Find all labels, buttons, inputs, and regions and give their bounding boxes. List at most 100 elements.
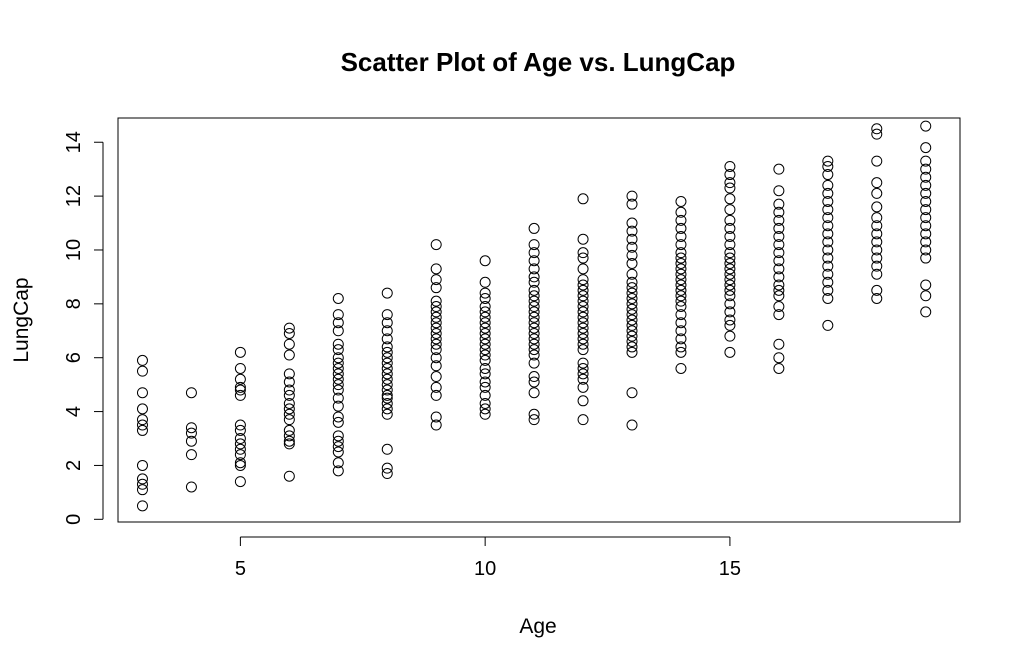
data-point bbox=[528, 349, 540, 361]
data-point bbox=[675, 333, 687, 345]
data-point bbox=[528, 290, 540, 302]
data-point bbox=[136, 419, 148, 431]
data-point bbox=[528, 387, 540, 399]
data-point bbox=[332, 400, 344, 412]
data-point bbox=[479, 403, 491, 415]
data-point bbox=[626, 249, 638, 261]
data-point bbox=[283, 470, 295, 482]
data-point bbox=[773, 231, 785, 243]
data-point bbox=[675, 274, 687, 286]
data-point bbox=[577, 252, 589, 264]
data-point bbox=[528, 317, 540, 329]
data-point bbox=[234, 449, 246, 461]
data-point bbox=[871, 155, 883, 167]
data-point bbox=[920, 163, 932, 175]
data-point bbox=[626, 387, 638, 399]
data-point bbox=[773, 263, 785, 275]
data-point bbox=[773, 247, 785, 259]
data-point bbox=[430, 295, 442, 307]
data-point bbox=[283, 384, 295, 396]
data-point bbox=[430, 306, 442, 318]
data-point bbox=[773, 206, 785, 218]
data-point bbox=[626, 336, 638, 348]
data-point bbox=[528, 344, 540, 356]
data-point bbox=[577, 317, 589, 329]
data-point bbox=[479, 306, 491, 318]
data-point bbox=[920, 187, 932, 199]
y-tick-label: 2 bbox=[63, 460, 85, 471]
data-point bbox=[675, 317, 687, 329]
data-point bbox=[822, 268, 834, 280]
y-tick-label: 14 bbox=[63, 131, 85, 153]
data-point bbox=[234, 362, 246, 374]
data-point bbox=[871, 268, 883, 280]
data-point bbox=[381, 462, 393, 474]
data-point bbox=[626, 282, 638, 294]
data-point bbox=[577, 414, 589, 426]
data-point bbox=[920, 236, 932, 248]
data-point bbox=[920, 179, 932, 191]
data-point bbox=[136, 387, 148, 399]
data-point bbox=[381, 357, 393, 369]
data-point bbox=[479, 349, 491, 361]
data-point bbox=[626, 233, 638, 245]
data-point bbox=[332, 357, 344, 369]
data-point bbox=[234, 373, 246, 385]
data-point bbox=[577, 362, 589, 374]
data-point bbox=[871, 228, 883, 240]
data-point bbox=[822, 160, 834, 172]
data-point bbox=[577, 357, 589, 369]
data-point bbox=[626, 346, 638, 358]
data-point bbox=[577, 311, 589, 323]
data-point bbox=[577, 295, 589, 307]
data-point bbox=[773, 284, 785, 296]
data-point bbox=[871, 236, 883, 248]
data-point bbox=[773, 301, 785, 313]
data-point bbox=[528, 239, 540, 251]
data-point bbox=[283, 435, 295, 447]
data-point bbox=[528, 371, 540, 383]
data-point bbox=[822, 260, 834, 272]
data-point bbox=[822, 284, 834, 296]
data-point bbox=[920, 155, 932, 167]
data-point bbox=[626, 341, 638, 353]
data-point bbox=[381, 362, 393, 374]
data-point bbox=[381, 403, 393, 415]
data-point bbox=[136, 365, 148, 377]
data-point bbox=[528, 414, 540, 426]
data-point bbox=[283, 397, 295, 409]
data-point bbox=[332, 441, 344, 453]
data-point bbox=[626, 287, 638, 299]
data-point bbox=[577, 290, 589, 302]
data-point bbox=[332, 317, 344, 329]
data-point bbox=[675, 301, 687, 313]
data-point bbox=[577, 333, 589, 345]
data-point bbox=[822, 252, 834, 264]
data-point bbox=[626, 325, 638, 337]
data-point bbox=[773, 338, 785, 350]
data-point bbox=[332, 430, 344, 442]
data-point bbox=[136, 414, 148, 426]
data-point bbox=[871, 284, 883, 296]
data-point bbox=[234, 443, 246, 455]
data-point bbox=[234, 419, 246, 431]
data-point bbox=[675, 309, 687, 321]
data-point bbox=[773, 185, 785, 197]
data-point bbox=[724, 160, 736, 172]
data-point bbox=[479, 287, 491, 299]
data-point bbox=[381, 309, 393, 321]
data-point bbox=[920, 290, 932, 302]
data-point bbox=[332, 411, 344, 423]
data-point bbox=[430, 311, 442, 323]
data-point bbox=[185, 449, 197, 461]
data-point bbox=[675, 325, 687, 337]
data-point bbox=[822, 228, 834, 240]
data-point bbox=[773, 163, 785, 175]
data-point bbox=[136, 424, 148, 436]
data-point bbox=[773, 271, 785, 283]
data-point bbox=[626, 292, 638, 304]
data-point bbox=[381, 333, 393, 345]
data-point bbox=[381, 287, 393, 299]
data-point bbox=[479, 276, 491, 288]
x-tick-label: 5 bbox=[235, 558, 246, 580]
